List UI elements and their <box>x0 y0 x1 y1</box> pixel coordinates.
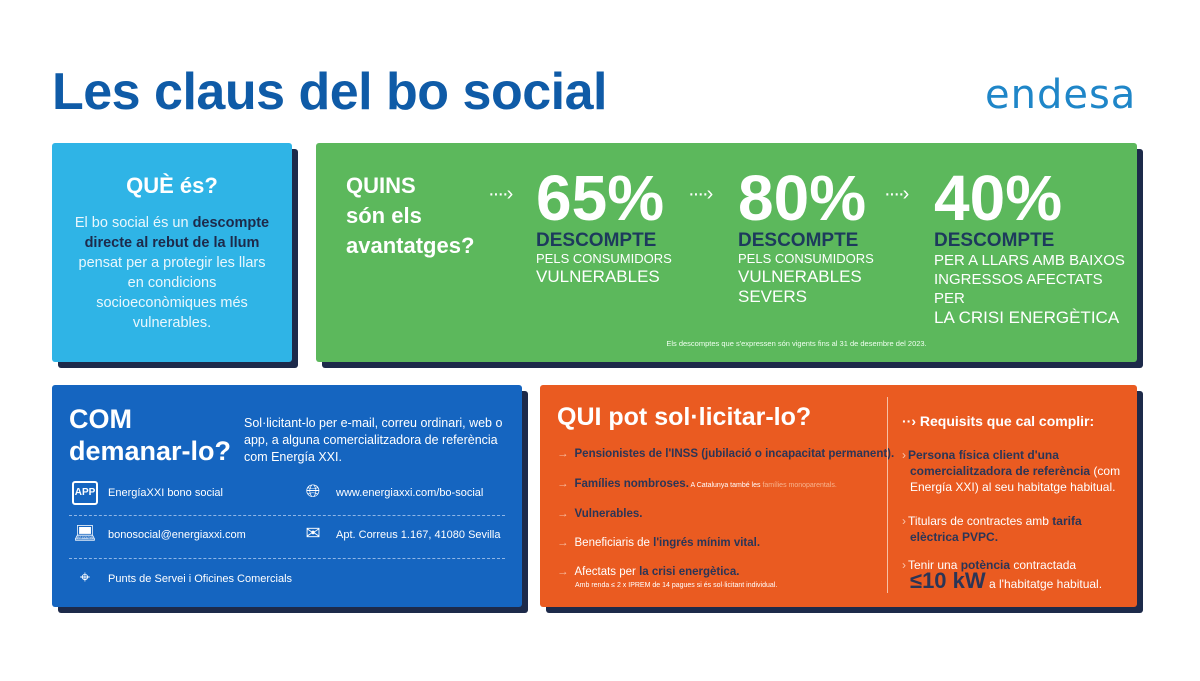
location-pin-icon: ⌖ <box>79 567 91 587</box>
requirements-heading: ··› Requisits que cal complir: <box>902 413 1095 429</box>
divider <box>69 558 505 559</box>
post-address: Apt. Correus 1.167, 41080 Sevilla <box>336 529 501 541</box>
qui-heading: QUI pot sol·licitar-lo? <box>557 403 812 431</box>
requirement-item: › Tenir una potència contractada ≤10 kW a … <box>902 558 1103 593</box>
app-label: EnergíaXXI bono social <box>108 487 223 499</box>
arrow-icon: ····› <box>884 183 909 205</box>
avantatges-panel: QUINS són els avantatges? ····› 65% DESCOMP… <box>316 143 1137 362</box>
web-link[interactable]: www.energiaxxi.com/bo-social <box>336 487 484 499</box>
list-item: → Beneficiaris de l'ingrés mínim vital. <box>557 537 761 549</box>
list-item: → Afectats per la crisi energètica. Amb re… <box>557 566 778 589</box>
com-heading: COM demanar-lo? <box>69 404 232 466</box>
envelope-icon: ✉︎ <box>305 523 321 543</box>
qui-panel: QUI pot sol·licitar-lo? → Pensionistes de… <box>540 385 1137 607</box>
arrow-icon: ··› <box>902 413 920 429</box>
globe-icon: 🌐︎ <box>305 481 321 501</box>
que-text: El bo social és un descompte directe al … <box>74 215 270 331</box>
arrow-icon: ····› <box>488 183 513 205</box>
points-label: Punts de Servei i Oficines Comercials <box>108 573 293 585</box>
list-item: → Vulnerables. <box>557 508 643 520</box>
post-item: ✉︎ Apt. Correus 1.167, 41080 Sevilla <box>300 523 501 547</box>
que-es-panel: QUÈ és? El bo social és un descompte dir… <box>52 143 292 362</box>
requirement-item: › Titulars de contractes amb tarifa elèct… <box>902 514 1082 544</box>
avantatges-heading: QUINS són els avantatges? <box>346 173 475 258</box>
benefit-40: ····› 40% DESCOMPTE PER A LLARS AMB BAIXOS… <box>884 162 1125 327</box>
email-link[interactable]: bonosocial@energiaxxi.com <box>108 529 246 541</box>
page-title: Les claus del bo social <box>52 63 607 121</box>
divider <box>69 515 505 516</box>
benefit-80: ····› 80% DESCOMPTE PELS CONSUMIDORS VULNER… <box>688 162 874 306</box>
com-demanar-panel: COM demanar-lo? Sol·licitant-lo per e-mai… <box>52 385 522 607</box>
list-item: → Pensionistes de l'INSS (jubilació o inc… <box>557 448 895 460</box>
benefit-65: ····› 65% DESCOMPTE PELS CONSUMIDORS VULNER… <box>488 162 672 286</box>
app-icon: APP <box>72 481 98 505</box>
email-item[interactable]: 💻︎ bonosocial@energiaxxi.com <box>72 523 246 547</box>
points-item: ⌖ Punts de Servei i Oficines Comercials <box>72 567 292 591</box>
app-item[interactable]: APP EnergíaXXI bono social <box>72 481 223 505</box>
requirement-item: › Persona física client d'una comercialit… <box>902 448 1121 494</box>
validity-note: Els descomptes que s'expressen són vigen… <box>666 339 927 348</box>
list-item: → Famílies nombroses. A Catalunya també l… <box>557 478 837 490</box>
com-text: Sol·licitant-lo per e-mail, correu ordin… <box>244 416 503 464</box>
laptop-email-icon: 💻︎ <box>73 523 97 543</box>
arrow-icon: ····› <box>688 183 713 205</box>
web-item[interactable]: 🌐︎ www.energiaxxi.com/bo-social <box>300 481 484 505</box>
endesa-logo: endesa <box>985 72 1137 118</box>
que-heading: QUÈ és? <box>126 173 218 198</box>
divider <box>887 397 888 593</box>
